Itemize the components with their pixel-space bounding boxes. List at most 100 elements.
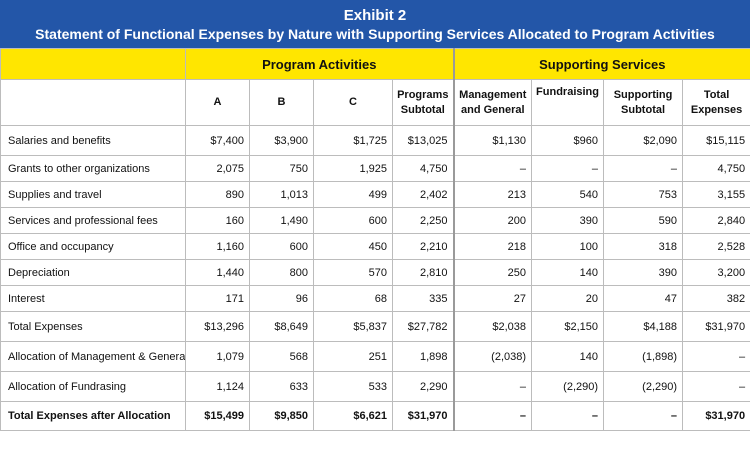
col-header-label: [0, 79, 186, 126]
row-label: Interest: [0, 285, 186, 312]
cell-supporting-subtotal: $4,188: [603, 311, 684, 342]
cell-b: $9,850: [249, 401, 314, 431]
title-bar: Exhibit 2 Statement of Functional Expens…: [0, 0, 750, 48]
cell-c: 533: [313, 371, 393, 402]
cell-total-expenses: 382: [682, 285, 750, 312]
table-row: Total Expenses after Allocation $15,499 $9…: [0, 401, 750, 431]
cell-a: 171: [185, 285, 250, 312]
cell-fundraising: 100: [531, 233, 605, 260]
cell-total-expenses: $31,970: [682, 401, 750, 431]
cell-supporting-subtotal: 318: [603, 233, 684, 260]
cell-c: 499: [313, 181, 393, 208]
cell-total-expenses: 3,200: [682, 259, 750, 286]
col-header-programs-subtotal: Programs Subtotal: [391, 79, 455, 126]
row-label: Grants to other organizations: [0, 155, 186, 182]
cell-b: 600: [249, 233, 314, 260]
col-header-total-line2: Expenses: [690, 103, 743, 116]
cell-b: $8,649: [249, 311, 314, 342]
cell-a: 160: [185, 207, 250, 234]
cell-total-expenses: 2,840: [682, 207, 750, 234]
cell-total-expenses: –: [682, 341, 750, 372]
cell-a: $15,499: [185, 401, 250, 431]
table-row: Grants to other organizations 2,075 750 1,9…: [0, 155, 750, 182]
cell-b: 750: [249, 155, 314, 182]
cell-total-expenses: $15,115: [682, 125, 750, 156]
cell-total-expenses: 4,750: [682, 155, 750, 182]
row-label: Allocation of Management & General: [0, 341, 186, 372]
cell-total-expenses: –: [682, 371, 750, 402]
cell-management-general: (2,038): [452, 341, 533, 372]
cell-fundraising: (2,290): [531, 371, 605, 402]
cell-programs-subtotal: 2,250: [391, 207, 455, 234]
cell-supporting-subtotal: 753: [603, 181, 684, 208]
cell-supporting-subtotal: $2,090: [603, 125, 684, 156]
cell-fundraising: 20: [531, 285, 605, 312]
cell-management-general: 213: [452, 181, 533, 208]
table-row: Depreciation 1,440 800 570 2,810 250 140 390 3,2…: [0, 259, 750, 286]
column-header-row: A B C Programs Subtotal Management and G…: [0, 79, 750, 126]
cell-supporting-subtotal: (1,898): [603, 341, 684, 372]
cell-a: $13,296: [185, 311, 250, 342]
cell-b: 633: [249, 371, 314, 402]
cell-total-expenses: 3,155: [682, 181, 750, 208]
cell-b: $3,900: [249, 125, 314, 156]
expenses-table: Program Activities Supporting Services A…: [0, 48, 750, 431]
cell-management-general: 27: [452, 285, 533, 312]
cell-programs-subtotal: 335: [391, 285, 455, 312]
col-header-supporting-subtotal: Supporting Subtotal: [603, 79, 684, 126]
exhibit-number: Exhibit 2: [343, 7, 407, 24]
cell-fundraising: $2,150: [531, 311, 605, 342]
cell-management-general: 218: [452, 233, 533, 260]
cell-programs-subtotal: 2,210: [391, 233, 455, 260]
cell-programs-subtotal: 4,750: [391, 155, 455, 182]
col-header-a: A: [185, 79, 250, 126]
row-label: Depreciation: [0, 259, 186, 286]
cell-programs-subtotal: 2,810: [391, 259, 455, 286]
cell-programs-subtotal: $27,782: [391, 311, 455, 342]
row-label: Office and occupancy: [0, 233, 186, 260]
cell-c: 1,925: [313, 155, 393, 182]
cell-supporting-subtotal: 47: [603, 285, 684, 312]
row-label: Salaries and benefits: [0, 125, 186, 156]
table-body: Salaries and benefits $7,400 $3,900 $1,725 $…: [0, 125, 750, 431]
cell-fundraising: 540: [531, 181, 605, 208]
group-program-activities: Program Activities: [184, 48, 455, 80]
cell-b: 800: [249, 259, 314, 286]
col-header-total-expenses: Total Expenses: [682, 79, 750, 126]
row-label: Supplies and travel: [0, 181, 186, 208]
cell-fundraising: 140: [531, 259, 605, 286]
table-row: Total Expenses $13,296 $8,649 $5,837 $27,782…: [0, 311, 750, 342]
cell-a: 2,075: [185, 155, 250, 182]
cell-b: 1,013: [249, 181, 314, 208]
col-header-mgmt-line2: and General: [460, 103, 525, 116]
col-header-fundraising: Fundraising: [531, 79, 605, 126]
col-header-supporting-line2: Subtotal: [621, 103, 666, 116]
col-header-total-line1: Total: [703, 88, 730, 101]
cell-management-general: –: [452, 371, 533, 402]
table-row: Services and professional fees 160 1,490 60…: [0, 207, 750, 234]
cell-management-general: –: [452, 401, 533, 431]
col-header-supporting-line1: Supporting: [613, 88, 673, 101]
cell-fundraising: –: [531, 401, 605, 431]
group-header-blank: [0, 48, 186, 80]
cell-c: $6,621: [313, 401, 393, 431]
col-header-b: B: [249, 79, 314, 126]
cell-programs-subtotal: $31,970: [391, 401, 455, 431]
row-label: Total Expenses after Allocation: [0, 401, 186, 431]
table-row: Office and occupancy 1,160 600 450 2,210 218 1…: [0, 233, 750, 260]
cell-management-general: 250: [452, 259, 533, 286]
cell-c: 251: [313, 341, 393, 372]
cell-c: 600: [313, 207, 393, 234]
cell-fundraising: –: [531, 155, 605, 182]
cell-a: 1,440: [185, 259, 250, 286]
cell-c: 450: [313, 233, 393, 260]
row-label: Services and professional fees: [0, 207, 186, 234]
table-row: Salaries and benefits $7,400 $3,900 $1,725 $…: [0, 125, 750, 156]
col-header-mgmt-line1: Management: [459, 88, 527, 101]
cell-management-general: $1,130: [452, 125, 533, 156]
cell-fundraising: $960: [531, 125, 605, 156]
cell-programs-subtotal: 2,290: [391, 371, 455, 402]
cell-programs-subtotal: 1,898: [391, 341, 455, 372]
row-label: Total Expenses: [0, 311, 186, 342]
